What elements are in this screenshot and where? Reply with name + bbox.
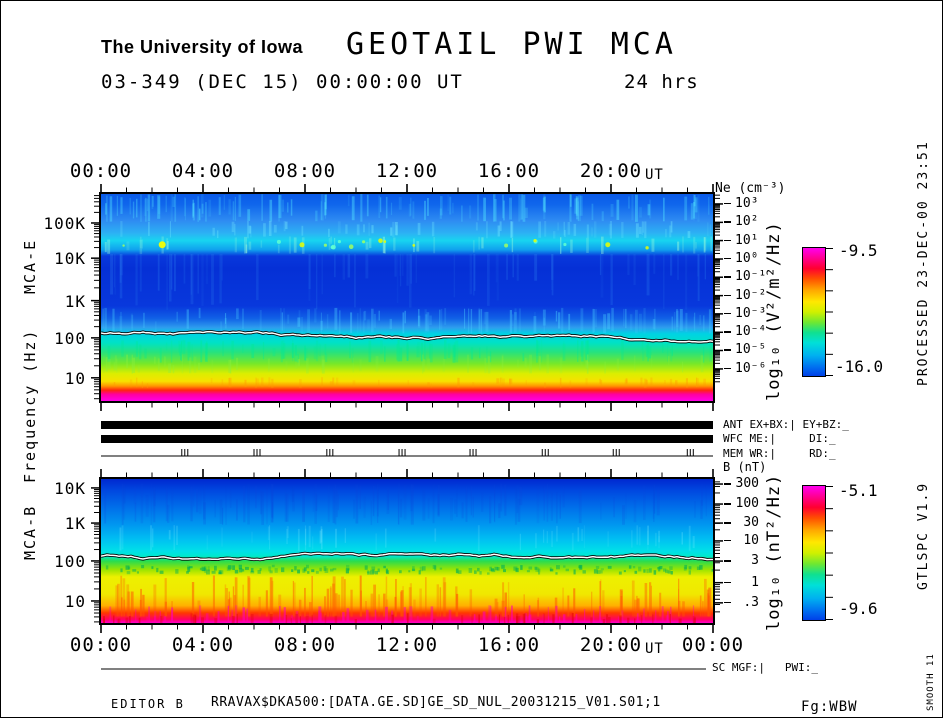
tick-dash [724, 581, 731, 584]
sc-status-label: SC MGF:| PWI:_ [712, 661, 818, 674]
institution-label: The University of Iowa [101, 37, 304, 57]
time-tick-label: 20:00 [579, 160, 643, 182]
electron-density-tick-label: 10¹ [735, 232, 759, 248]
mca-b-spectrogram-overlay [101, 483, 713, 623]
time-tick-label: 16:00 [477, 634, 541, 656]
colorbar-mca-e [802, 247, 826, 377]
time-tick-label: 00:00 [69, 634, 133, 656]
time-tick-label: 16:00 [477, 160, 541, 182]
time-tick-label: 20:00 [579, 634, 643, 656]
time-unit-label-bottom: UT [645, 641, 664, 657]
electron-density-tick-label: 10⁻¹ [735, 269, 767, 285]
frequency-tick-label: 1K [64, 291, 86, 311]
frequency-tick-label: 10K [54, 478, 86, 498]
tick-dash [724, 257, 731, 260]
mca-e-spectrogram [99, 192, 715, 403]
time-tick-label: 04:00 [171, 160, 235, 182]
time-tick-label: 08:00 [273, 634, 337, 656]
wfc-status-bar [101, 435, 713, 443]
colorbar-b-min: -9.6 [839, 599, 878, 618]
magnetic-field-tick-label: .3 [743, 594, 759, 610]
frequency-tick-label: 100 [54, 328, 86, 348]
tick-dash [724, 601, 731, 604]
magnetic-field-axis-title: B (nT) [723, 460, 767, 474]
time-tick-label: 12:00 [375, 634, 439, 656]
tick-dash [724, 483, 731, 485]
tick-dash [724, 202, 731, 205]
colorbar-b-label: log₁₀ (nT²/Hz) [764, 473, 784, 631]
colorbar-e-min: -16.0 [835, 357, 884, 376]
frequency-tick-label: 100K [43, 213, 86, 233]
program-version-label: GTLSPC V1.9 [916, 481, 931, 591]
tick-dash [724, 276, 731, 278]
tick-dash [724, 560, 731, 562]
smooth-setting-label: SMOOTH 11 [926, 653, 936, 711]
time-tick-label: 00:00 [681, 634, 745, 656]
tick-dash [724, 539, 731, 542]
frequency-tick-label: 10K [54, 249, 86, 269]
colorbar-mca-b [802, 485, 826, 621]
frequency-tick-label: 10 [64, 591, 86, 611]
electron-density-tick-label: 10⁻² [735, 287, 767, 303]
tick-dash [724, 349, 731, 351]
electron-density-axis-title: Ne (cm⁻³) [715, 181, 786, 196]
magnetic-field-tick-label: 100 [735, 496, 759, 512]
magnetic-field-tick-label: 1 [751, 574, 759, 590]
tick-dash [724, 331, 731, 333]
colorbar-b-max: -5.1 [839, 481, 878, 500]
frequency-tick-label: 10 [64, 368, 86, 388]
tick-dash [724, 312, 731, 315]
tick-dash [724, 239, 731, 242]
tick-dash [724, 522, 731, 524]
magnetic-field-tick-label: 300 [735, 476, 759, 492]
magnetic-field-tick-label: 30 [743, 515, 759, 531]
electron-density-tick-label: 10⁰ [735, 250, 759, 266]
electron-density-tick-label: 10⁻⁶ [735, 360, 767, 376]
tick-dash [724, 221, 731, 223]
frequency-tick-label: 1K [64, 514, 86, 534]
wfc-status-label: WFC ME:| DI:_ [723, 432, 836, 445]
fg-label: Fg:WBW [801, 699, 858, 715]
electron-density-tick-label: 10² [735, 214, 759, 230]
electron-density-tick-label: 10³ [735, 195, 759, 211]
mem-status-label: MEM WR:| RD:_ [723, 447, 836, 460]
data-file-path: RRAVAX$DKA500:[DATA.GE.SD]GE_SD_NUL_2003… [211, 695, 661, 710]
processed-timestamp-label: PROCESSED 23-DEC-00 23:51 [916, 140, 931, 387]
ant-status-label: ANT EX+BX:| EY+BZ:_ [723, 418, 849, 431]
ant-status-bar [101, 421, 713, 429]
time-tick-label: 00:00 [69, 160, 133, 182]
mca-e-spectrogram-overlay [101, 194, 713, 389]
tick-dash [724, 503, 731, 505]
tick-dash [724, 294, 731, 297]
colorbar-e-max: -9.5 [839, 241, 878, 260]
electron-density-tick-label: 10⁻⁴ [735, 324, 767, 340]
electron-density-tick-label: 10⁻⁵ [735, 342, 767, 358]
mca-b-spectrogram [99, 477, 715, 625]
time-tick-label: 12:00 [375, 160, 439, 182]
colorbar-e-label: log₁₀ (V²/m²/Hz) [764, 221, 784, 401]
time-unit-label-top: UT [645, 167, 664, 183]
magnetic-field-tick-label: 10 [743, 532, 759, 548]
time-tick-label: 04:00 [171, 634, 235, 656]
editor-label: EDITOR B [111, 697, 185, 711]
date-label: 03-349 (DEC 15) 00:00:00 UT [101, 71, 464, 93]
page-title: GEOTAIL PWI MCA [346, 27, 677, 62]
tick-dash [724, 367, 731, 370]
duration-label: 24 hrs [624, 71, 699, 93]
time-tick-label: 08:00 [273, 160, 337, 182]
electron-density-tick-label: 10⁻³ [735, 305, 767, 321]
frequency-tick-label: 100 [54, 551, 86, 571]
magnetic-field-tick-label: 3 [751, 553, 759, 569]
